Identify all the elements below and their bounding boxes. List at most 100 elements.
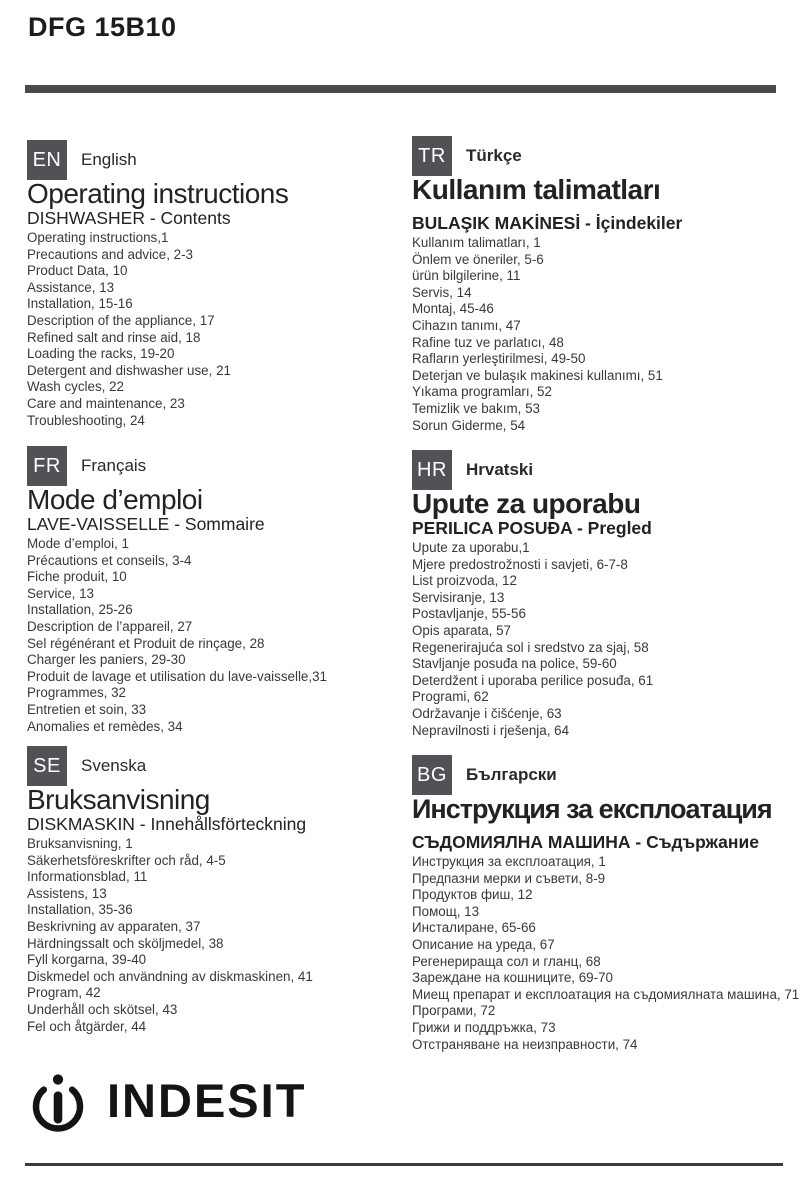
toc-item: Detergent and dishwasher use, 21	[27, 362, 231, 378]
section-title: Kullanım talimatları	[412, 174, 661, 205]
toc-item: Предпазни мерки и съвети, 8-9	[412, 870, 606, 886]
toc-item: Service, 13	[27, 585, 94, 601]
toc-list: Operating instructions,1 Precautions and …	[27, 230, 402, 429]
section-subtitle: BULAŞIK MAKİNESİ - İçindekiler	[412, 213, 683, 233]
toc-item: Kullanım talimatları, 1	[412, 235, 541, 250]
toc-item: Fyll korgarna, 39-40	[27, 952, 147, 968]
toc-item: Fel och åtgärder, 44	[27, 1018, 147, 1034]
toc-item: Charger les paniers, 29-30	[27, 652, 186, 668]
toc-item: Underhåll och skötsel, 43	[27, 1001, 178, 1017]
language-badge-bg: BG	[412, 755, 452, 795]
toc-item: Upute za uporabu,1	[412, 540, 530, 555]
header-divider-bar	[25, 85, 776, 93]
section-subtitle: DISHWASHER - Contents	[27, 208, 231, 228]
toc-item: Инсталиране, 65-66	[412, 920, 536, 936]
section-english: EN English Operating instructions DISHWA…	[27, 140, 402, 429]
toc-item: Description de l’appareil, 27	[27, 618, 193, 634]
toc-item: ürün bilgilerine, 11	[412, 268, 521, 284]
toc-item: Deterdžent i uporaba perilice posuđa, 61	[412, 672, 654, 688]
toc-item: Servisiranje, 13	[412, 589, 505, 605]
toc-item: Održavanje i čišćenje, 63	[412, 705, 562, 721]
toc-item: Program, 42	[27, 985, 101, 1001]
toc-item: Sel régénérant et Produit de rinçage, 28	[27, 635, 265, 651]
toc-item: Beskrivning av apparaten, 37	[27, 918, 201, 934]
section-title: Инструкция за експлоатация	[412, 794, 773, 824]
section-croatian: HR Hrvatski Upute za uporabu PERILICA PO…	[412, 450, 804, 739]
toc-item: Отстраняване на неизправности, 74	[412, 1036, 638, 1052]
toc-item: Postavljanje, 55-56	[412, 606, 526, 622]
toc-item: Loading the racks, 19-20	[27, 346, 175, 362]
section-french: FR Français Mode d’emploi LAVE-VAISSELLE…	[27, 446, 402, 735]
toc-item: Помощ, 13	[412, 903, 480, 919]
toc-item: Refined salt and rinse aid, 18	[27, 329, 201, 345]
toc-list: Bruksanvisning, 1 Säkerhetsföreskrifter o…	[27, 836, 402, 1035]
section-title: Upute za uporabu	[412, 488, 641, 519]
section-subtitle: LAVE-VAISSELLE - Sommaire	[27, 514, 265, 534]
language-badge-en: EN	[27, 140, 67, 180]
toc-item: Programmes, 32	[27, 685, 126, 701]
toc-item: Assistance, 13	[27, 279, 115, 295]
toc-item: Bruksanvisning, 1	[27, 836, 133, 851]
toc-item: Servis, 14	[412, 284, 472, 300]
language-badge-fr: FR	[27, 446, 67, 486]
toc-item: Cihazın tanımı, 47	[412, 317, 521, 333]
toc-list: Mode d’emploi, 1 Précautions et conseils,…	[27, 536, 402, 735]
footer-divider-line	[25, 1163, 783, 1166]
section-swedish: SE Svenska Bruksanvisning DISKMASKIN - I…	[27, 746, 402, 1035]
toc-item: Produit de lavage et utilisation du lave…	[27, 668, 327, 684]
toc-item: List proizvoda, 12	[412, 573, 517, 589]
toc-item: Nepravilnosti i rješenja, 64	[412, 722, 570, 738]
toc-item: Diskmedel och användning av diskmaskinen…	[27, 968, 313, 984]
toc-item: Installation, 25-26	[27, 602, 133, 618]
toc-item: Care and maintenance, 23	[27, 395, 185, 411]
language-row: FR Français	[27, 446, 402, 486]
toc-item: Sorun Giderme, 54	[412, 417, 526, 433]
language-row: SE Svenska	[27, 746, 402, 786]
language-row: HR Hrvatski	[412, 450, 804, 490]
toc-item: Deterjan ve bulaşık makinesi kullanımı, …	[412, 367, 663, 383]
language-label: Türkçe	[466, 146, 522, 165]
toc-item: Temizlik ve bakım, 53	[412, 400, 540, 416]
toc-item: Önlem ve öneriler, 5-6	[412, 251, 544, 267]
section-title: Operating instructions	[27, 178, 289, 209]
toc-item: Précautions et conseils, 3-4	[27, 552, 192, 568]
page-title: DFG 15B10	[28, 12, 177, 42]
section-subtitle: DISKMASKIN - Innehållsförteckning	[27, 814, 307, 834]
indesit-logo-icon	[32, 1074, 84, 1132]
toc-item: Миещ препарат и експлоатация на съдомиял…	[412, 986, 800, 1002]
toc-item: Продуктов фиш, 12	[412, 887, 533, 903]
toc-item: Opis aparata, 57	[412, 622, 512, 638]
toc-item: Stavljanje posuđa na police, 59-60	[412, 656, 617, 672]
toc-list: Upute za uporabu,1 Mjere predostrožnosti …	[412, 540, 804, 739]
toc-item: Anomalies et remèdes, 34	[27, 718, 183, 734]
toc-item: Инструкция за експлоатация, 1	[412, 854, 606, 869]
language-label: Български	[466, 765, 557, 784]
language-row: EN English	[27, 140, 402, 180]
toc-item: Rafların yerleştirilmesi, 49-50	[412, 351, 586, 367]
toc-item: Description of the appliance, 17	[27, 312, 215, 328]
toc-list: Инструкция за експлоатация, 1 Предпазни м…	[412, 854, 804, 1053]
toc-item: Product Data, 10	[27, 263, 128, 279]
toc-item: Assistens, 13	[27, 885, 107, 901]
toc-item: Entretien et soin, 33	[27, 701, 147, 717]
section-subtitle: СЪДОМИЯЛНА МАШИНА - Съдържание	[412, 832, 759, 852]
toc-item: Installation, 15-16	[27, 296, 133, 312]
toc-item: Wash cycles, 22	[27, 379, 124, 395]
language-label: English	[81, 150, 137, 169]
language-row: BG Български	[412, 755, 804, 795]
toc-item: Програми, 72	[412, 1003, 496, 1019]
toc-item: Härdningssalt och sköljmedel, 38	[27, 935, 224, 951]
toc-item: Informationsblad, 11	[27, 869, 148, 885]
section-title: Bruksanvisning	[27, 784, 210, 815]
toc-item: Troubleshooting, 24	[27, 412, 145, 428]
toc-item: Precautions and advice, 2-3	[27, 246, 193, 262]
toc-item: Säkerhetsföreskrifter och råd, 4-5	[27, 852, 226, 868]
brand-wordmark: INDESIT	[107, 1074, 307, 1127]
brand-footer: INDESIT	[25, 1066, 306, 1136]
toc-item: Описание на уреда, 67	[412, 936, 555, 952]
toc-item: Montaj, 45-46	[412, 301, 494, 317]
toc-item: Installation, 35-36	[27, 902, 133, 918]
toc-item: Rafine tuz ve parlatıcı, 48	[412, 334, 564, 350]
section-subtitle: PERILICA POSUĐA - Pregled	[412, 518, 652, 538]
